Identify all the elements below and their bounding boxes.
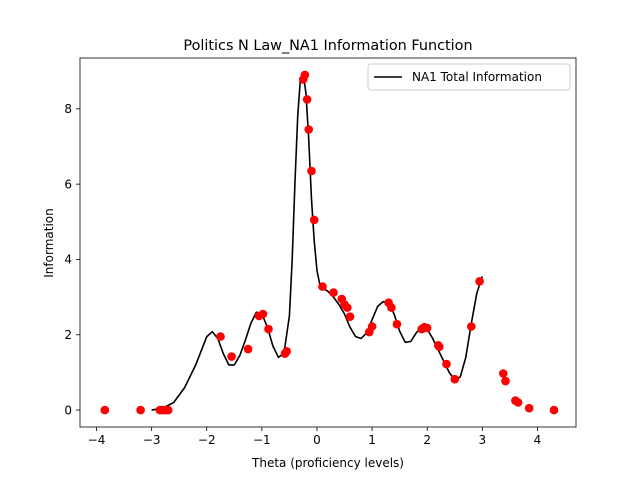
x-tick-label: −4: [88, 433, 106, 447]
x-tick-label: 1: [368, 433, 376, 447]
data-point: [136, 405, 145, 415]
data-point: [243, 344, 253, 354]
data-point: [302, 95, 312, 104]
y-tick-label: 6: [64, 177, 72, 191]
y-tick-label: 8: [64, 102, 72, 116]
data-point: [282, 347, 292, 356]
legend-label: NA1 Total Information: [412, 70, 542, 84]
data-point: [227, 352, 236, 361]
data-point: [329, 288, 338, 297]
data-point: [264, 324, 273, 334]
y-tick-label: 0: [64, 403, 72, 417]
data-point: [435, 342, 444, 352]
data-point: [345, 312, 355, 322]
axes-frame: [79, 57, 577, 428]
x-tick-label: 4: [534, 433, 542, 447]
data-point: [422, 323, 432, 333]
x-tick-label: 2: [423, 433, 431, 447]
y-ticks: 0 2 4 6 8: [64, 102, 80, 417]
y-tick-label: 4: [64, 253, 72, 267]
data-point: [442, 359, 451, 369]
data-point: [343, 303, 352, 312]
data-point: [367, 322, 377, 331]
data-point: [307, 166, 316, 176]
x-tick-label: −2: [198, 433, 216, 447]
data-point: [309, 215, 319, 225]
y-tick-label: 2: [64, 328, 72, 342]
data-point: [216, 332, 225, 341]
x-tick-label: −3: [143, 433, 161, 447]
legend-box: [367, 63, 571, 91]
data-point: [392, 319, 402, 329]
data-point: [100, 405, 110, 415]
legend: NA1 Total Information: [367, 63, 571, 91]
data-point: [304, 125, 314, 134]
data-point: [467, 322, 476, 331]
data-point: [300, 70, 310, 80]
data-point: [524, 403, 534, 413]
data-point: [501, 376, 510, 386]
data-point: [475, 277, 484, 286]
x-ticks: −4 −3 −2 −1 0 1 2 3 4: [88, 427, 542, 447]
point-layer: [100, 70, 559, 415]
y-axis-label: Information: [42, 208, 56, 277]
data-point: [513, 398, 523, 407]
data-point: [163, 405, 173, 415]
x-tick-label: −1: [253, 433, 271, 447]
plot-area: [80, 58, 576, 427]
data-point: [258, 309, 268, 319]
data-point: [318, 282, 327, 291]
x-tick-label: 3: [478, 433, 486, 447]
data-point: [450, 374, 460, 384]
data-point: [499, 369, 508, 378]
data-point: [387, 303, 396, 312]
x-tick-label: 0: [313, 433, 321, 447]
data-point: [549, 405, 559, 415]
chart-title: Politics N Law_NA1 Information Function: [183, 38, 472, 54]
x-axis-label: Theta (proficiency levels): [251, 456, 404, 470]
